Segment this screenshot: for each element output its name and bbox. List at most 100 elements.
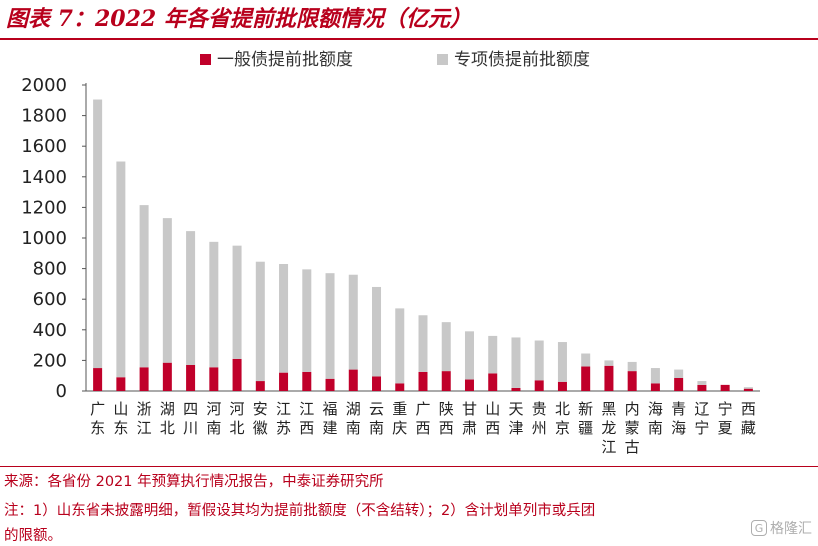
bar-general-5 xyxy=(186,364,196,391)
x-tick-label-14: 重庆 xyxy=(392,400,407,437)
bar-general-1 xyxy=(93,368,103,391)
x-tick-label-12: 湖南 xyxy=(346,400,361,437)
x-tick-label-16: 陕西 xyxy=(439,400,454,437)
watermark-text: 格隆汇 xyxy=(770,521,812,537)
y-tick-label-1400: 1400 xyxy=(21,167,67,188)
x-tick-label-24: 内蒙古 xyxy=(625,400,640,456)
bar-general-9 xyxy=(279,372,289,391)
x-tick-label-23: 黑龙江 xyxy=(601,400,616,456)
x-tick-label-15: 广西 xyxy=(415,400,430,437)
x-tick-label-22: 新疆 xyxy=(578,400,593,437)
bar-general-25 xyxy=(650,383,660,391)
bar-general-19 xyxy=(511,387,521,391)
bar-special-22 xyxy=(581,353,591,367)
x-tick-label-18: 山西 xyxy=(485,400,500,437)
bar-general-16 xyxy=(441,371,451,391)
bar-special-12 xyxy=(348,274,358,370)
watermark: G 格隆汇 xyxy=(751,518,812,538)
bar-special-23 xyxy=(604,360,614,366)
x-tick-label-20: 贵州 xyxy=(532,400,547,437)
bar-special-10 xyxy=(302,269,312,372)
x-tick-label-3: 浙江 xyxy=(137,400,152,437)
bar-general-13 xyxy=(372,376,382,391)
x-tick-label-1: 广东 xyxy=(90,400,105,437)
bar-special-20 xyxy=(534,340,544,381)
bar-special-15 xyxy=(418,315,428,372)
bar-chart: 一般债提前批额度 专项债提前批额度 0 200 400 600 800 1000 1200 140… xyxy=(21,50,760,456)
bar-special-19 xyxy=(511,337,521,388)
y-tick-label-1200: 1200 xyxy=(21,197,67,218)
x-tick-label-27: 辽宁 xyxy=(694,400,709,437)
bar-general-3 xyxy=(139,367,149,391)
x-tick-label-28: 宁夏 xyxy=(718,400,733,437)
x-tick-label-29: 西藏 xyxy=(741,400,756,437)
bar-general-15 xyxy=(418,371,428,391)
y-tick-label-200: 200 xyxy=(33,350,67,371)
x-tick-label-21: 北京 xyxy=(555,400,570,437)
bar-special-29 xyxy=(743,387,753,389)
bar-special-18 xyxy=(488,335,498,374)
bar-general-21 xyxy=(557,381,567,391)
x-tick-label-6: 河南 xyxy=(206,400,221,437)
bar-special-14 xyxy=(395,308,405,384)
bar-general-4 xyxy=(162,362,172,391)
x-tick-label-25: 海南 xyxy=(648,400,663,437)
bar-general-7 xyxy=(232,358,242,391)
y-tick-label-600: 600 xyxy=(33,289,67,310)
bar-special-13 xyxy=(372,286,382,377)
y-tick-label-1800: 1800 xyxy=(21,106,67,127)
bar-general-2 xyxy=(116,377,126,391)
bar-general-28 xyxy=(720,384,730,391)
y-tick-label-400: 400 xyxy=(33,320,67,341)
bar-general-11 xyxy=(325,378,335,391)
chart-title: 图表 7：2022 年各省提前批限额情况（亿元） xyxy=(6,6,472,32)
bar-general-24 xyxy=(627,371,637,391)
footnote-line-2: 的限额。 xyxy=(4,528,62,544)
bar-special-4 xyxy=(162,218,172,363)
bar-special-5 xyxy=(186,231,196,365)
bar-special-6 xyxy=(209,241,219,368)
y-tick-label-800: 800 xyxy=(33,259,67,280)
bar-general-6 xyxy=(209,367,219,391)
y-tick-label-0: 0 xyxy=(56,381,67,402)
legend-label-1: 一般债提前批额度 xyxy=(217,50,353,70)
x-tick-label-2: 山东 xyxy=(113,400,128,437)
x-tick-label-19: 天津 xyxy=(508,400,523,437)
bar-general-27 xyxy=(697,384,707,391)
bar-special-16 xyxy=(441,322,451,372)
x-tick-label-17: 甘肃 xyxy=(462,400,477,437)
legend-swatch-1 xyxy=(200,54,211,65)
bar-special-27 xyxy=(697,381,707,385)
source-note: 来源：各省份 2021 年预算执行情况报告，中泰证券研究所 xyxy=(4,474,384,490)
y-tick-label-1000: 1000 xyxy=(21,228,67,249)
bar-general-23 xyxy=(604,365,614,391)
bar-special-1 xyxy=(93,99,103,369)
y-tick-label-1600: 1600 xyxy=(21,136,67,157)
title-divider xyxy=(0,38,818,40)
bar-general-12 xyxy=(348,369,358,391)
footer-divider xyxy=(0,466,818,467)
bar-special-2 xyxy=(116,161,126,378)
bar-special-24 xyxy=(627,361,637,372)
x-tick-label-9: 江苏 xyxy=(276,400,291,437)
bar-general-14 xyxy=(395,383,405,391)
bar-special-26 xyxy=(674,369,684,378)
bar-general-29 xyxy=(743,388,753,391)
bar-general-20 xyxy=(534,380,544,391)
bar-special-3 xyxy=(139,205,149,368)
bar-general-17 xyxy=(464,379,474,391)
x-tick-label-5: 四川 xyxy=(183,400,198,437)
bar-general-8 xyxy=(255,381,265,391)
legend-swatch-2 xyxy=(437,54,448,65)
x-tick-label-10: 江西 xyxy=(299,400,314,437)
bar-special-17 xyxy=(464,331,474,380)
bar-general-18 xyxy=(488,373,498,391)
x-tick-label-7: 河北 xyxy=(230,400,245,437)
bar-special-11 xyxy=(325,273,335,379)
bar-special-8 xyxy=(255,261,265,382)
bar-general-26 xyxy=(674,377,684,391)
bar-general-22 xyxy=(581,366,591,391)
footnote-line-1: 注：1）山东省未披露明细，暂假设其均为提前批额度（不含结转）；2）含计划单列市或… xyxy=(4,503,596,519)
legend-label-2: 专项债提前批额度 xyxy=(454,50,590,70)
y-tick-label-2000: 2000 xyxy=(21,75,67,96)
